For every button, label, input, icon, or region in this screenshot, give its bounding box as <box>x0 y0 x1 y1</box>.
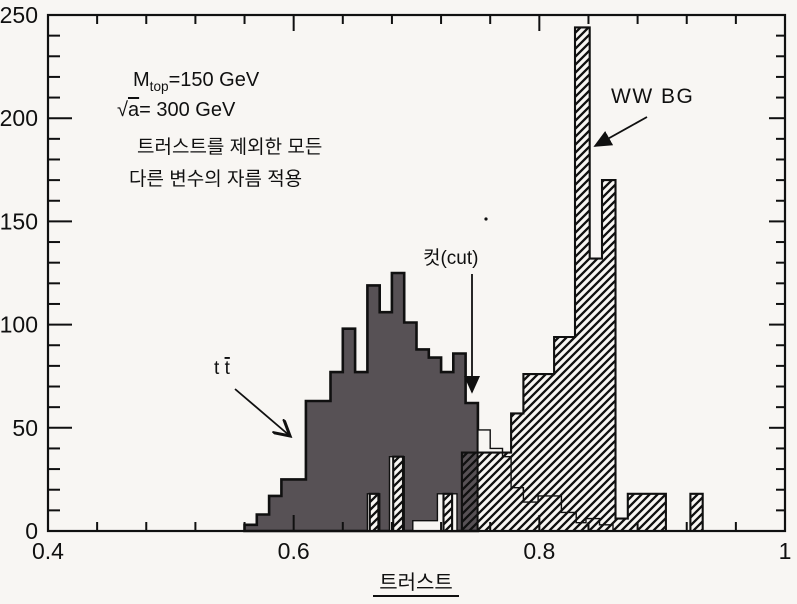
y-axis-tick-label: 100 <box>0 312 38 338</box>
y-axis-tick-label: 250 <box>0 2 38 28</box>
ww-bg-label: WW BG <box>611 85 694 108</box>
ttbar-label: t t <box>214 358 231 379</box>
korean-note-line2: 다른 변수의 자름 적용 <box>129 168 302 190</box>
cut-label: 컷(cut) <box>423 247 478 269</box>
y-axis-tick-label: 200 <box>0 105 38 131</box>
x-axis-tick-label: 0.8 <box>523 538 555 564</box>
y-axis-tick-label: 50 <box>12 415 38 441</box>
scan-speck <box>484 217 488 221</box>
plot-frame <box>46 13 787 533</box>
mtop-label: Mtop=150 GeV <box>133 69 260 94</box>
x-axis-tick-label: 0.6 <box>278 538 310 564</box>
ww-background-histogram <box>689 492 704 533</box>
korean-note-line1: 트러스트를 제외한 모든 <box>137 136 322 158</box>
ww-background-histogram <box>368 492 380 533</box>
ww-arrow <box>593 116 648 147</box>
x-axis-tick-label: 1 <box>779 538 792 564</box>
ttbar-signal-histogram <box>243 271 480 533</box>
x-axis-tick-label: 0.4 <box>32 538 64 564</box>
ttbar-arrow <box>234 388 290 436</box>
x-axis-label: 트러스트 <box>379 571 453 594</box>
y-axis-tick-label: 0 <box>25 518 38 544</box>
ww-background-histogram <box>442 492 454 533</box>
ww-background-histogram <box>460 26 667 533</box>
ww-background-histogram <box>392 455 405 533</box>
y-axis-tick-label: 150 <box>0 208 38 234</box>
sqrt-s-label: √a= 300 GeV <box>117 99 236 121</box>
